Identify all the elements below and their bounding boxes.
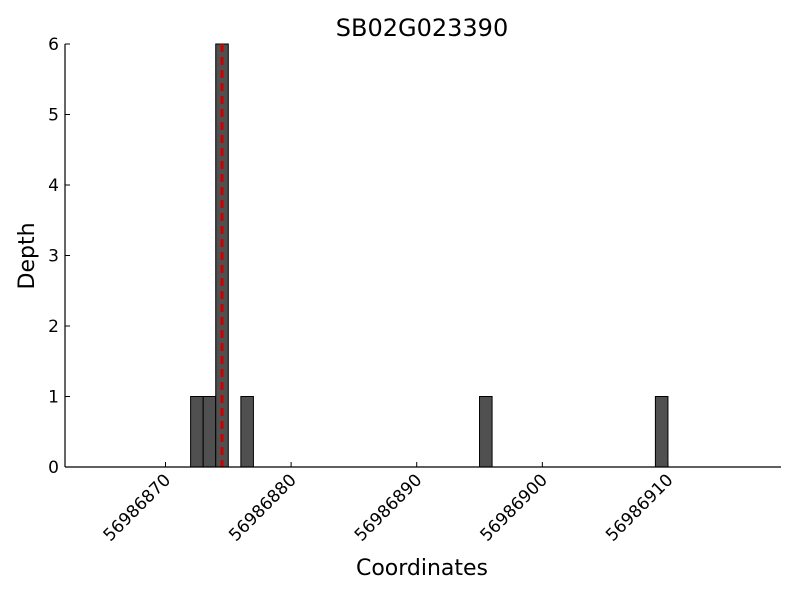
y-tick-label: 4: [48, 176, 59, 196]
y-tick-label: 6: [48, 35, 59, 55]
bar: [654, 396, 669, 468]
x-tick-label: 56986890: [351, 470, 426, 545]
bar: [202, 396, 217, 468]
bar: [240, 396, 254, 468]
y-tick-label: 2: [48, 317, 59, 337]
y-axis-label: Depth: [15, 222, 40, 289]
y-tick-label: 3: [48, 247, 59, 267]
y-tick-label: 5: [48, 106, 59, 126]
x-tick-label: 56986910: [602, 470, 677, 545]
x-tick-label: 56986870: [100, 470, 175, 545]
bar: [479, 396, 493, 468]
chart-title: SB02G023390: [336, 14, 508, 42]
x-axis-label: Coordinates: [356, 556, 488, 581]
x-tick-label: 56986900: [477, 470, 552, 545]
bar: [190, 396, 204, 468]
y-tick-label: 1: [48, 388, 59, 408]
x-tick-label: 56986880: [225, 470, 300, 545]
y-tick-label: 0: [48, 458, 59, 478]
